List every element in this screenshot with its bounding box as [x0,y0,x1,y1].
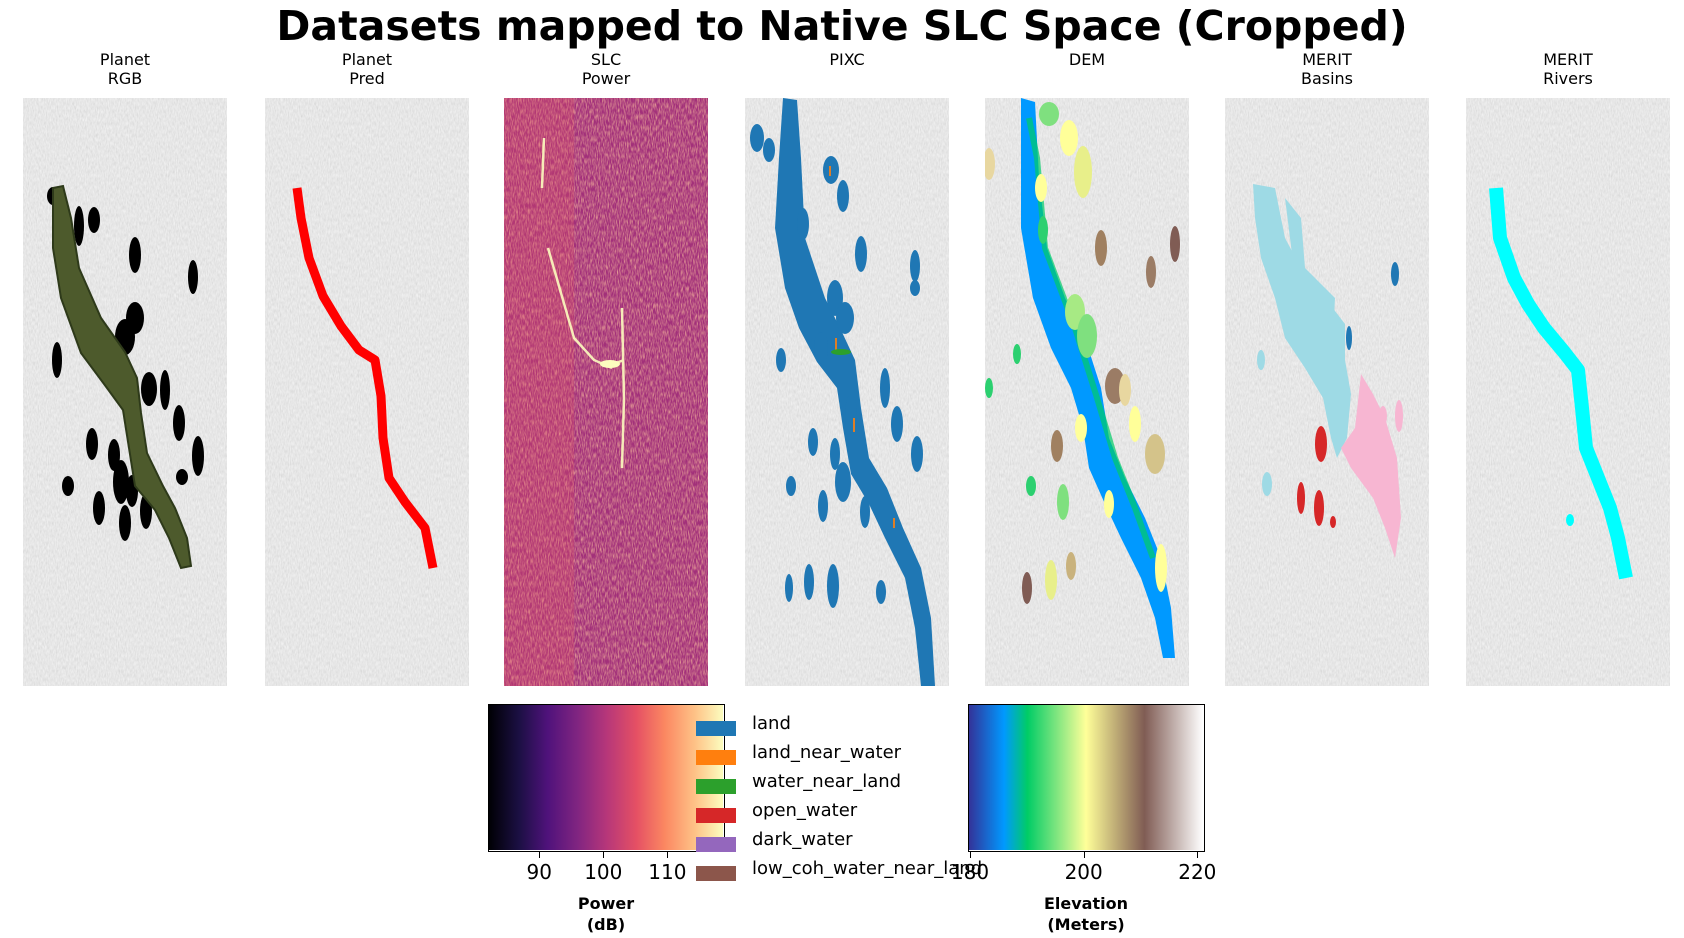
panel-merit-basins [1225,98,1429,686]
elevation-colorbar-tickmark [1083,852,1085,858]
legend-swatch [696,750,736,765]
elevation-colorbar [968,704,1205,852]
panel-title-pixc: PIXC [829,50,865,69]
legend-label: land_near_water [752,742,902,763]
planet-pred-river [292,187,438,569]
power-colorbar-tickmark [603,852,605,858]
panel-merit-rivers [1466,98,1670,686]
elevation-colorbar-tick-label: 180 [950,860,990,884]
legend-label: dark_water [752,829,853,850]
power-colorbar-tick-label: 100 [584,860,623,884]
elevation-colorbar-tick-label: 220 [1178,860,1217,884]
panel-title-planet-rgb: Planet RGB [99,50,151,88]
panel-title-merit-basins: MERIT Basins [1300,50,1354,88]
power-colorbar-tickmark [667,852,669,858]
panel-planet-rgb [23,98,227,686]
legend-label: low_coh_water_near_land [752,858,983,879]
legend-label: water_near_land [752,771,902,792]
panel-planet-pred [265,98,469,686]
legend-label: land [752,713,791,734]
panel-pixc [745,98,949,686]
merit-river [1489,187,1633,580]
panel-title-planet-pred: Planet Pred [341,50,393,88]
power-colorbar-tickmark [539,852,541,858]
legend-swatch [696,721,736,736]
pixc-land [750,98,935,686]
elevation-colorbar-tick-label: 200 [1064,860,1103,884]
power-colorbar-tick-label: 90 [526,860,552,884]
legend-swatch [696,837,736,852]
legend-swatch [696,866,736,881]
figure-title: Datasets mapped to Native SLC Space (Cro… [276,2,1408,50]
power-colorbar [488,704,725,852]
planet-lakes [47,187,204,541]
power-colorbar-tick-label: 110 [648,860,687,884]
legend-swatch [696,808,736,823]
panel-title-merit-rivers: MERIT Rivers [1543,50,1593,88]
dem-blobs [985,102,1180,604]
panel-dem [985,98,1189,686]
pixc-water-near-land [831,349,851,355]
elevation-colorbar-tickmark [970,852,971,858]
pixc-land-near-water [829,166,895,528]
power-colorbar-label: Power (dB) [577,894,635,934]
elevation-colorbar-label: Elevation (Meters) [1043,894,1128,934]
legend-swatch [696,779,736,794]
planet-river [52,184,193,570]
panel-slc-power [504,98,708,686]
panel-title-dem: DEM [1068,50,1106,69]
legend-label: open_water [752,800,858,821]
panel-title-slc-power: SLC Power [581,50,631,88]
elevation-colorbar-tickmark [1197,852,1199,858]
